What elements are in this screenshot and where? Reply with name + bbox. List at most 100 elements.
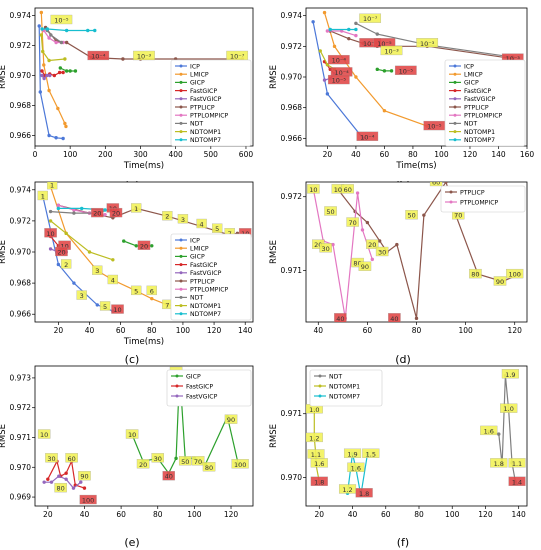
annotation-box (137, 240, 151, 250)
annotation-label: 1.5 (366, 450, 376, 458)
annotation-label: 1.8 (359, 490, 369, 498)
annotation-box (46, 182, 58, 190)
plot-area: 10⁻⁵ 10⁻⁴ 10⁻³ 10⁻⁷ (37, 10, 249, 141)
annotation-label: 10⁻⁵ (363, 40, 378, 48)
annotation-box (37, 429, 51, 439)
annotation-label: 10⁻³ (506, 55, 521, 63)
legend-label: NDT (464, 121, 477, 128)
annotation-label: 60 (67, 455, 75, 463)
annotation-label: 80 (471, 271, 479, 279)
legend-label: NDTOMP1 (190, 303, 221, 310)
annotation-label: 10 (334, 186, 342, 194)
legend-marker (179, 72, 183, 76)
caption-d: (d) (395, 353, 411, 366)
annotation-label: 70 (194, 458, 202, 466)
annotation-box (202, 462, 216, 472)
data-point (332, 44, 337, 49)
x-tick-label: 20 (54, 326, 64, 335)
y-tick-label: 0.970 (281, 73, 303, 82)
data-point (40, 69, 44, 73)
annotation-label: 30 (47, 455, 55, 463)
annotation-label: 80 (353, 260, 361, 268)
x-tick-label: 40 (80, 510, 90, 519)
data-point (121, 57, 125, 61)
legend-label: GICP (190, 80, 205, 87)
data-point (48, 209, 53, 214)
legend-label: GICP (186, 373, 201, 380)
annotation-box (306, 432, 323, 443)
legend-marker (318, 394, 322, 398)
legend-label: LMICP (190, 72, 209, 79)
y-tick-label: 0.971 (281, 409, 303, 418)
data-point (64, 231, 68, 236)
annotation-label: 30 (378, 249, 386, 257)
legend-marker (449, 190, 453, 194)
annotation-label: 1.2 (309, 434, 319, 442)
chart-panel-c: 20 40 60 80 100 120 1400.9660.9680.9700.9720.9… (0, 181, 254, 347)
legend-label: NDTOMP1 (329, 383, 360, 390)
data-point (54, 136, 58, 140)
x-tick-label: 120 (478, 510, 493, 519)
y-tick-label: 0.969 (10, 493, 32, 502)
data-point (150, 296, 154, 301)
data-point (382, 109, 387, 113)
annotation-label: 90 (361, 263, 369, 271)
annotation-box (178, 456, 192, 466)
annotation-label: 10 (60, 242, 68, 250)
x-tick-label: 100 (187, 510, 202, 519)
annotation-label: 1.9 (347, 450, 357, 458)
legend-marker (453, 113, 457, 117)
annotation-label: 90 (496, 278, 504, 286)
annotation-label: 20 (139, 461, 147, 469)
legend-frame (440, 185, 526, 213)
annotation-box (508, 458, 526, 468)
y-tick-label: 0.973 (10, 373, 32, 382)
annotation-label: 40 (336, 315, 344, 323)
annotation-label: 20 (112, 210, 120, 218)
annotation-label: 3 (181, 216, 185, 224)
y-tick-label: 0.968 (10, 101, 32, 110)
annotation-label: 10⁻⁵ (332, 77, 347, 85)
legend-frame (309, 369, 383, 407)
data-point (38, 90, 42, 94)
data-point (311, 20, 315, 24)
data-point (87, 250, 92, 254)
legend-marker (453, 64, 457, 68)
legend-label: PTPLOMPICP (190, 113, 229, 120)
legend-label: GICP (190, 254, 205, 261)
data-point (360, 228, 365, 232)
annotation-box (136, 459, 150, 469)
y-tick-label: 0.974 (10, 11, 32, 20)
x-tick-label: 120 (207, 326, 222, 335)
legend-marker (179, 279, 183, 283)
annotation-box (310, 476, 328, 486)
data-point (134, 244, 138, 248)
data-point (63, 57, 67, 61)
annotation-label: 1.8 (494, 460, 504, 468)
data-point (377, 239, 382, 243)
legend-marker (179, 295, 183, 299)
data-point (322, 10, 327, 15)
annotation-label: 1.1 (311, 451, 321, 459)
legend-marker (175, 374, 179, 378)
annotation-label: 60 (432, 179, 440, 187)
annotation-label: 1 (50, 182, 54, 190)
x-tick-label: 80 (408, 150, 418, 159)
data-point (111, 258, 115, 262)
annotation-box (87, 50, 110, 61)
x-tick-label: 80 (153, 510, 163, 519)
annotation-box (125, 429, 139, 439)
annotation-label: 1.8 (314, 478, 324, 486)
data-point (82, 486, 87, 490)
data-point (42, 480, 46, 484)
chart-panel-e: 20 40 60 80 100 120 0.969 0.970 0.971 0.972 0.973 R… (0, 365, 254, 519)
legend-marker (179, 130, 183, 134)
data-point (325, 92, 330, 96)
annotation-label: 30 (322, 245, 330, 253)
x-tick-label: 40 (348, 510, 358, 519)
x-tick-label: 60 (116, 326, 126, 335)
annotation-label: 4 (200, 221, 204, 229)
annotation-label: 1.0 (309, 406, 319, 414)
annotation-box (224, 414, 238, 424)
